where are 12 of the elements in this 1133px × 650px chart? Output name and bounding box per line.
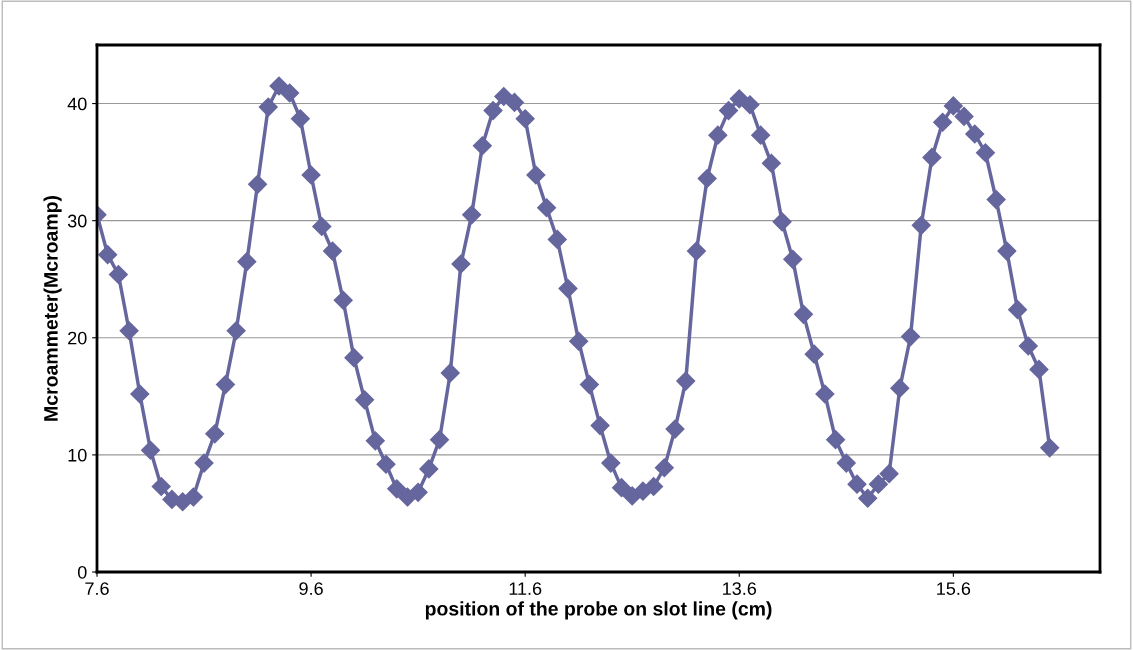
y-tick-label: 0 <box>77 565 87 579</box>
x-tick-label: 11.6 <box>509 582 542 595</box>
y-axis-title: Mcroammeter(Mcroamp) <box>43 196 62 421</box>
x-tick-label: 7.6 <box>85 582 109 595</box>
x-tick-label: 9.6 <box>299 582 323 595</box>
x-tick-label: 15.6 <box>937 582 971 595</box>
x-axis-title: position of the probe on slot line (cm) <box>425 601 772 620</box>
y-tick-label: 40 <box>67 97 87 111</box>
y-tick-label: 20 <box>68 331 87 345</box>
y-tick-label: 30 <box>67 214 87 228</box>
y-tick-label: 10 <box>68 448 87 462</box>
x-tick-label: 13.6 <box>723 582 757 595</box>
